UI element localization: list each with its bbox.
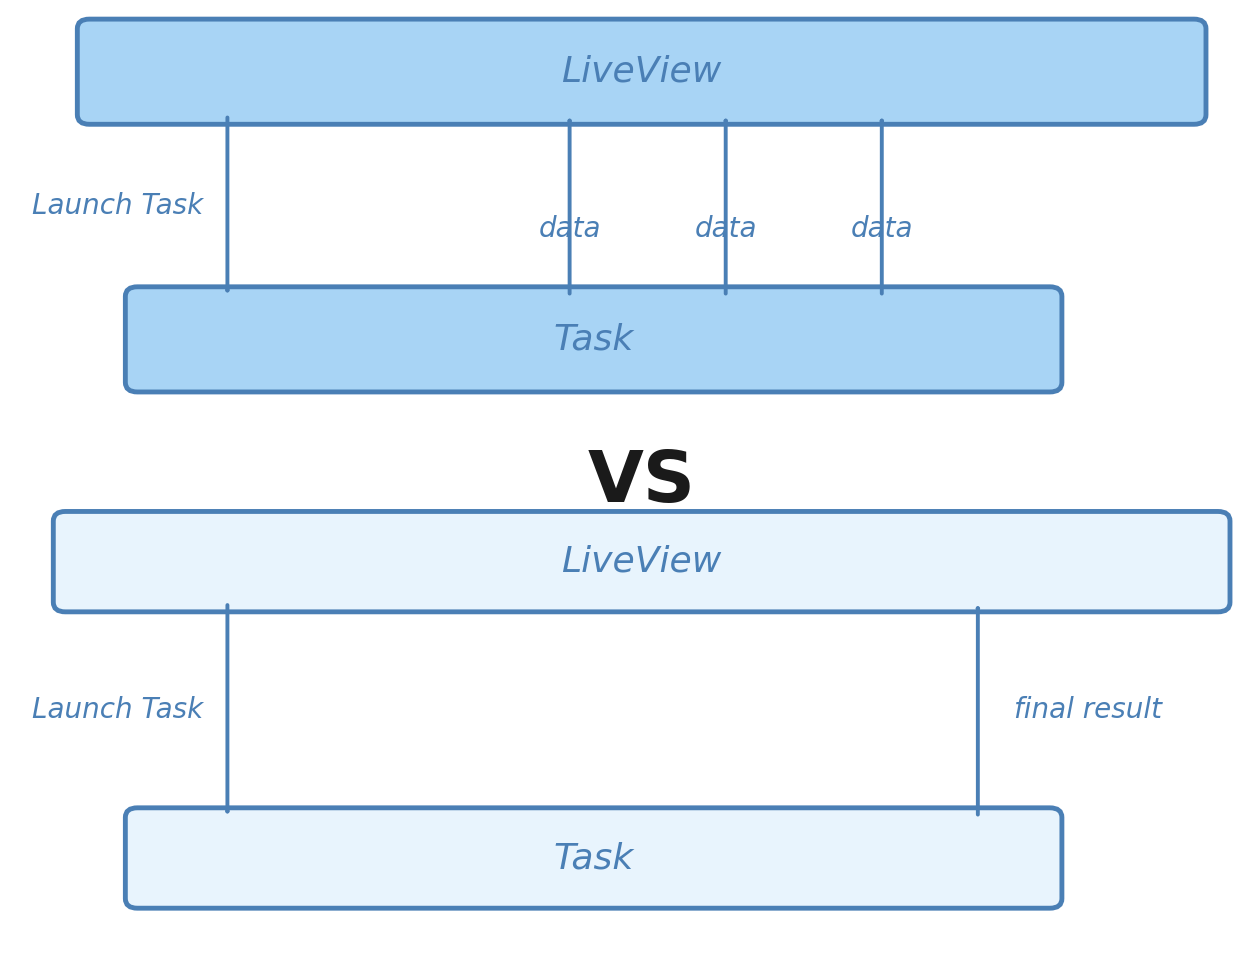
Text: Launch Task: Launch Task xyxy=(32,696,204,724)
FancyBboxPatch shape xyxy=(53,511,1230,612)
Text: VS: VS xyxy=(587,448,696,517)
Text: Task: Task xyxy=(554,322,633,357)
FancyBboxPatch shape xyxy=(125,287,1062,392)
Text: data: data xyxy=(538,215,601,243)
FancyBboxPatch shape xyxy=(125,808,1062,908)
Text: Launch Task: Launch Task xyxy=(32,191,204,220)
Text: LiveView: LiveView xyxy=(561,54,722,89)
Text: data: data xyxy=(694,215,756,243)
Text: final result: final result xyxy=(1013,696,1161,724)
Text: Task: Task xyxy=(554,841,633,875)
Text: data: data xyxy=(851,215,913,243)
FancyBboxPatch shape xyxy=(77,19,1206,124)
Text: LiveView: LiveView xyxy=(561,545,722,578)
